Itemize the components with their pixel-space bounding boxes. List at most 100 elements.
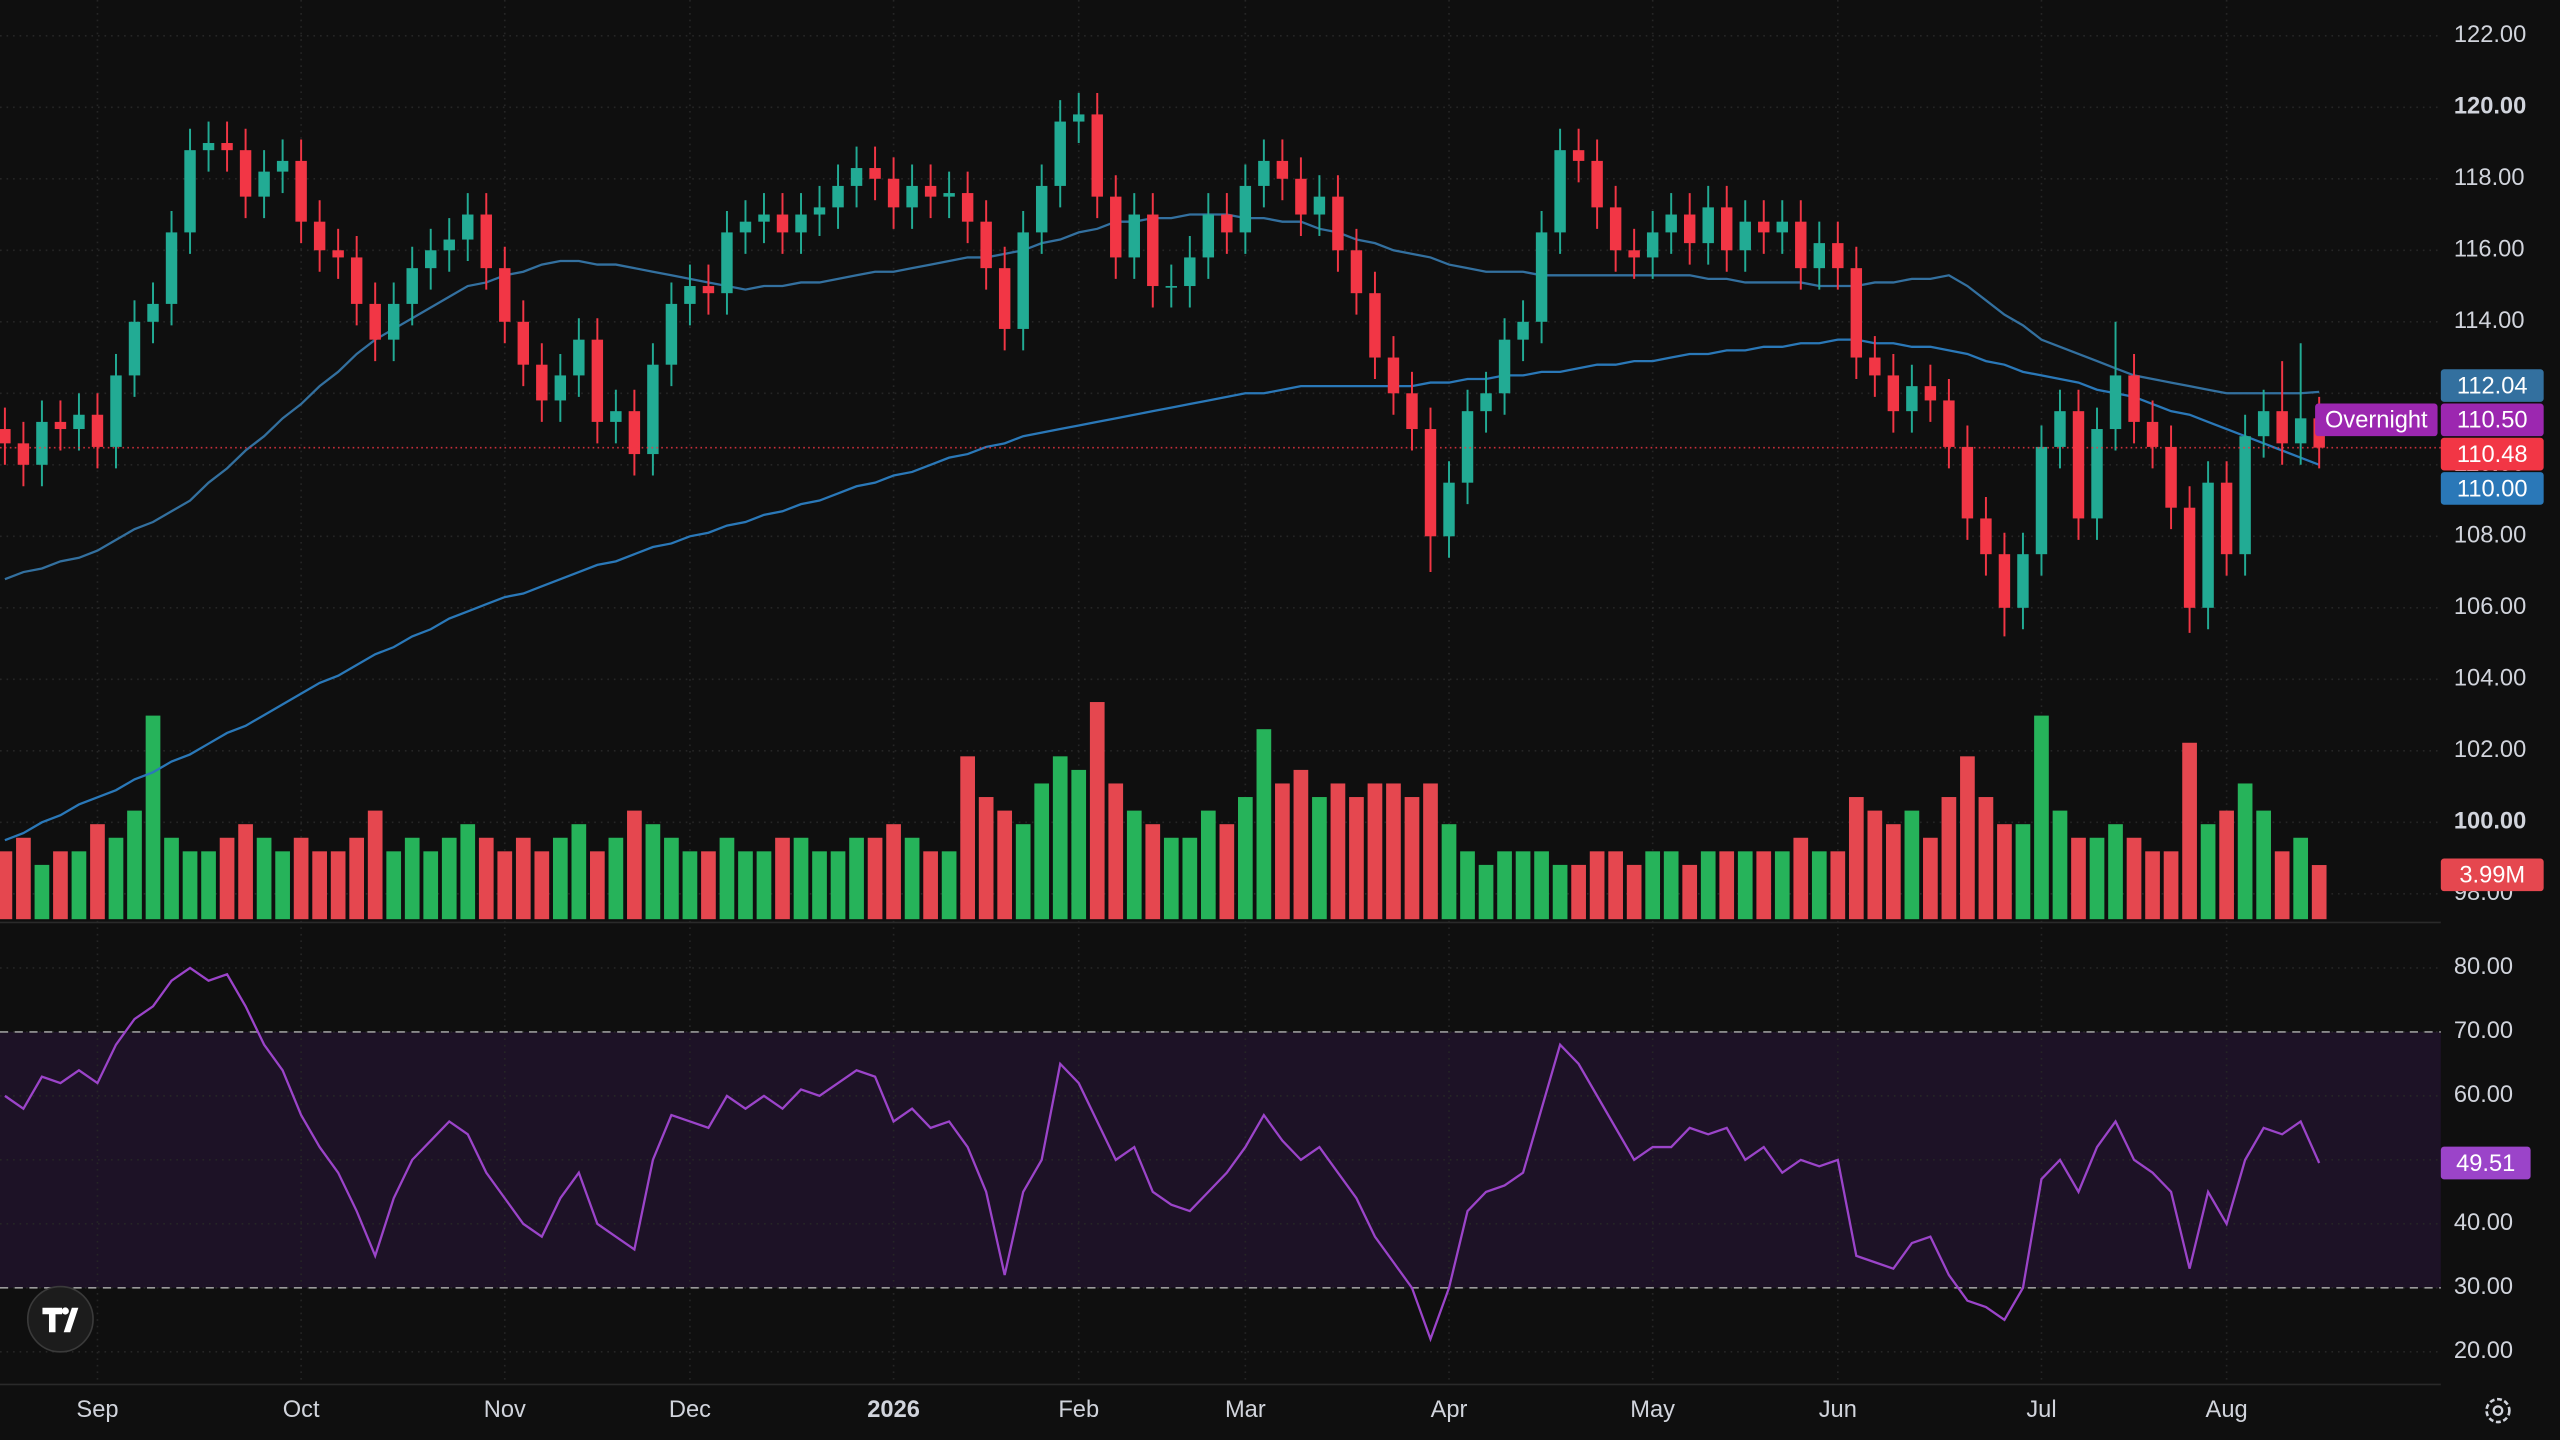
candle-body (2183, 507, 2196, 608)
candle-body (591, 339, 604, 422)
volume-bar (238, 824, 253, 920)
volume-bar (997, 810, 1013, 920)
volume-bar (941, 851, 957, 920)
volume-bar (0, 851, 13, 920)
x-tick-label: Sep (76, 1397, 118, 1423)
volume-bar (571, 824, 587, 920)
volume-bar (2089, 837, 2105, 920)
candle-body (684, 286, 696, 304)
candle-body (387, 303, 400, 340)
rsi-band (0, 1031, 2441, 1288)
rsi-badge (2440, 1146, 2531, 1180)
candle-body (943, 193, 955, 197)
volume-bar (849, 837, 864, 920)
candle-body (91, 414, 104, 447)
x-tick-label: Nov (484, 1397, 526, 1423)
overnight-tag (2315, 403, 2438, 437)
volume-bar (1589, 851, 1605, 920)
candle-body (295, 160, 307, 222)
volume-bar (1089, 702, 1105, 920)
volume-bar (1312, 797, 1327, 920)
candle-body (443, 239, 455, 251)
volume-badge (2440, 858, 2544, 892)
volume-bar (719, 837, 735, 920)
volume-bar (164, 837, 179, 920)
volume-bar (1163, 837, 1179, 920)
candle-layer (0, 92, 2441, 637)
volume-bar (2274, 851, 2290, 920)
logo[interactable] (26, 1285, 94, 1353)
volume-bar (1811, 851, 1827, 920)
candle-body (1017, 232, 1029, 329)
volume-bar (1737, 851, 1753, 920)
volume-bar (1349, 797, 1364, 920)
settings-icon[interactable] (2485, 1397, 2511, 1424)
volume-bar (441, 837, 457, 920)
volume-bar (201, 851, 216, 920)
candle-body (425, 250, 437, 269)
candle-body (1591, 160, 1603, 208)
y-tick-label: 104.00 (2454, 666, 2526, 692)
candle-body (1739, 221, 1751, 251)
volume-bar (256, 837, 272, 920)
candle-body (2276, 411, 2288, 444)
volume-bar (1534, 851, 1549, 920)
volume-bar (812, 851, 827, 920)
y-tick-label: 120.00 (2454, 94, 2526, 120)
volume-bar (1719, 851, 1735, 920)
candle-body (1498, 339, 1511, 394)
volume-bar (1441, 824, 1457, 920)
candle-body (147, 303, 159, 322)
volume-bar (1904, 810, 1920, 920)
candle-body (276, 160, 289, 172)
volume-bar (108, 837, 124, 920)
candle-body (1646, 232, 1659, 258)
candle-body (1924, 386, 1937, 401)
candle-body (1795, 221, 1807, 269)
price-badge (2440, 437, 2544, 471)
candle-body (239, 150, 252, 197)
volume-bar (2182, 742, 2197, 920)
candle-body (795, 214, 807, 233)
volume-bar (2293, 837, 2309, 920)
rsi-layer (0, 966, 2441, 1343)
volume-bar (275, 851, 290, 920)
candle-body (924, 185, 937, 197)
volume-bar (1923, 837, 1938, 920)
candle-body (480, 214, 492, 269)
candle-body (2035, 446, 2048, 555)
volume-bar (1460, 851, 1475, 920)
volume-bar (182, 851, 198, 920)
candle-body (221, 143, 233, 151)
x-tick-label: Jul (2026, 1397, 2056, 1423)
volume-bar (53, 851, 68, 920)
candle-body (813, 207, 826, 215)
volume-bar (2108, 824, 2123, 920)
candle-body (647, 364, 659, 455)
candle-body (610, 411, 622, 422)
y-tick-label: 40.00 (2454, 1210, 2513, 1236)
volume-bar (1238, 797, 1253, 920)
candle-body (1961, 446, 1974, 519)
volume-bar (1108, 783, 1124, 920)
volume-bar (2200, 824, 2216, 920)
candle-body (1054, 121, 1066, 186)
volume-bar (960, 756, 975, 920)
candle-body (2054, 411, 2066, 447)
candle-body (1276, 160, 1289, 179)
price-badge-text: 112.04 (2457, 373, 2528, 399)
y-tick-label: 116.00 (2454, 237, 2525, 263)
volume-bar (478, 837, 494, 920)
candle-body (1813, 243, 1826, 269)
candle-body (1906, 386, 1918, 412)
rsi-line (4, 966, 2321, 1343)
overnight-tag-text: Overnight (2325, 408, 2428, 434)
y-tick-label: 60.00 (2454, 1082, 2513, 1108)
volume-bar (830, 851, 846, 920)
volume-bar (1608, 851, 1623, 920)
y-tick-label: 80.00 (2454, 954, 2513, 980)
y-tick-label: 122.00 (2454, 22, 2526, 48)
volume-bar (756, 851, 772, 920)
candle-body (776, 214, 789, 233)
